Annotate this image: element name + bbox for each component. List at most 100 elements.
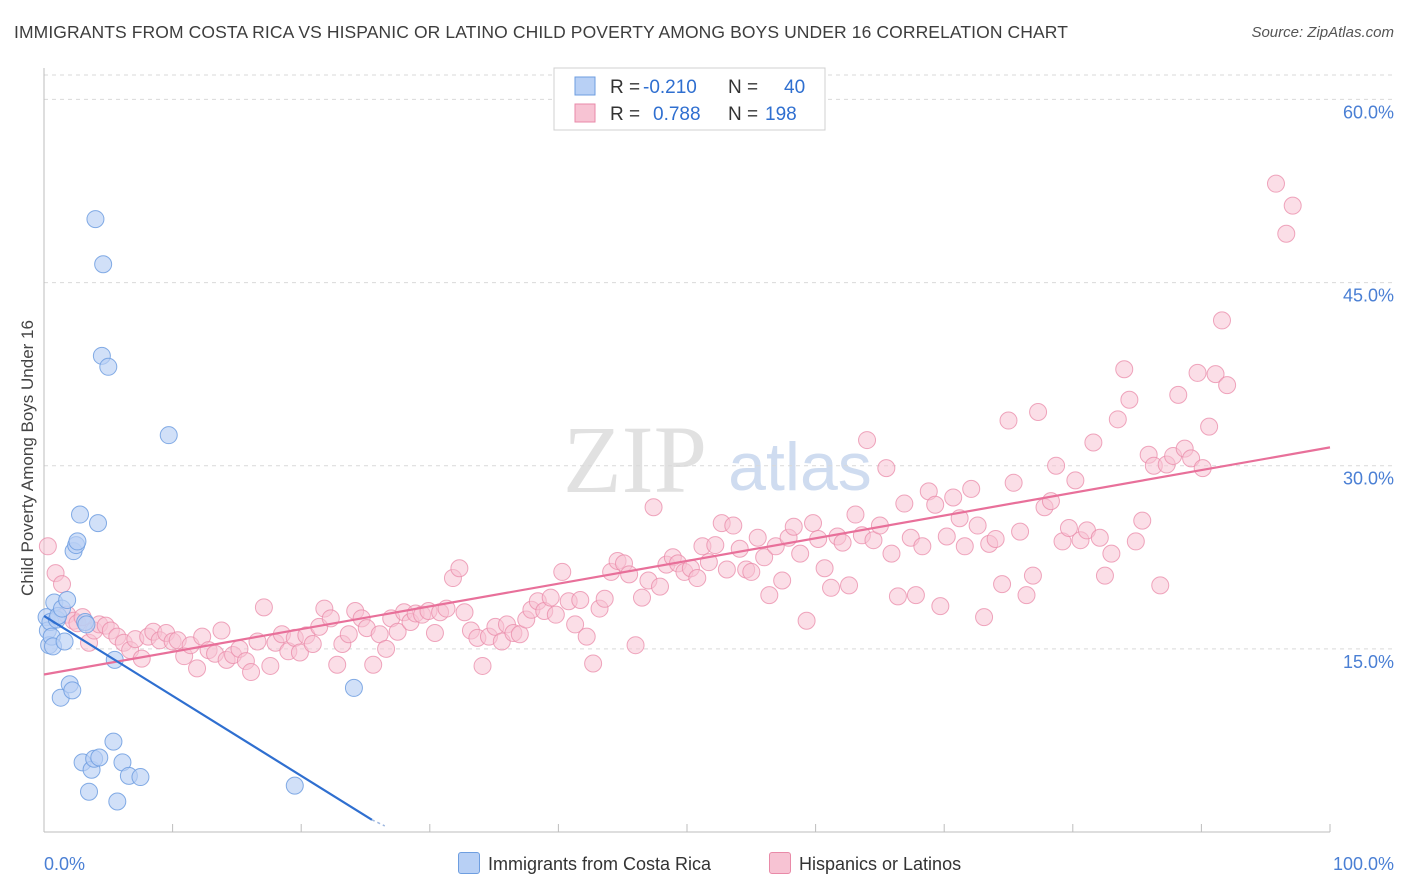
hispanics-point-64 bbox=[425, 623, 444, 642]
series-hispanics-points bbox=[38, 174, 1302, 682]
hispanics-point-174 bbox=[1095, 566, 1114, 585]
hispanics-point-161 bbox=[1017, 586, 1036, 605]
hispanics-point-25 bbox=[188, 659, 207, 678]
hispanics-point-107 bbox=[688, 569, 707, 588]
stats-n-label-blue: N = bbox=[728, 77, 758, 98]
costa-rica-point-38 bbox=[285, 776, 304, 795]
hispanics-point-48 bbox=[328, 655, 347, 674]
hispanics-point-144 bbox=[913, 537, 932, 556]
stats-r-label-pink: R = bbox=[610, 104, 640, 125]
legend-swatch-hispanics bbox=[769, 852, 791, 874]
hispanics-point-151 bbox=[955, 537, 974, 556]
hispanics-point-36 bbox=[254, 598, 273, 617]
costa-rica-point-37 bbox=[159, 426, 178, 445]
hispanics-point-156 bbox=[986, 529, 1005, 548]
hispanics-point-149 bbox=[944, 488, 963, 507]
costa-rica-point-31 bbox=[104, 732, 123, 751]
hispanics-point-131 bbox=[833, 533, 852, 552]
y-tick-label-2: 45.0% bbox=[1343, 286, 1394, 306]
y-axis-label: Child Poverty Among Boys Under 16 bbox=[18, 320, 37, 596]
hispanics-point-114 bbox=[730, 539, 749, 558]
hispanics-point-117 bbox=[748, 528, 767, 547]
hispanics-point-98 bbox=[632, 588, 651, 607]
grid-lines bbox=[44, 74, 1394, 650]
hispanics-point-192 bbox=[1206, 365, 1225, 384]
hispanics-point-148 bbox=[937, 527, 956, 546]
hispanics-point-88 bbox=[571, 591, 590, 610]
hispanics-point-194 bbox=[1218, 376, 1237, 395]
hispanics-point-139 bbox=[882, 544, 901, 563]
hispanics-point-175 bbox=[1102, 544, 1121, 563]
costa-rica-trend-extension bbox=[371, 819, 386, 827]
hispanics-point-113 bbox=[724, 516, 743, 535]
hispanics-point-58 bbox=[388, 622, 407, 641]
hispanics-point-132 bbox=[840, 576, 859, 595]
costa-rica-point-27 bbox=[90, 748, 109, 767]
chart-title: IMMIGRANTS FROM COSTA RICA VS HISPANIC O… bbox=[14, 22, 1069, 42]
watermark-atlas: atlas bbox=[728, 429, 872, 505]
y-tick-labels: 15.0% 30.0% 45.0% 60.0% bbox=[1343, 102, 1394, 671]
hispanics-point-197 bbox=[1283, 196, 1302, 215]
stats-legend-swatch-blue bbox=[574, 76, 596, 96]
hispanics-point-92 bbox=[595, 589, 614, 608]
chart-source: Source: ZipAtlas.com bbox=[1251, 24, 1394, 41]
costa-rica-point-39 bbox=[344, 678, 363, 697]
costa-rica-point-33 bbox=[108, 792, 127, 811]
hispanics-point-172 bbox=[1084, 433, 1103, 452]
hispanics-point-186 bbox=[1169, 385, 1188, 404]
hispanics-point-83 bbox=[541, 588, 560, 607]
costa-rica-point-36 bbox=[131, 768, 150, 787]
hispanics-point-193 bbox=[1212, 311, 1231, 330]
hispanics-point-72 bbox=[473, 656, 492, 675]
hispanics-point-87 bbox=[566, 615, 585, 634]
hispanics-point-90 bbox=[584, 654, 603, 673]
hispanics-point-195 bbox=[1266, 174, 1285, 193]
hispanics-point-135 bbox=[858, 431, 877, 450]
hispanics-point-68 bbox=[450, 559, 469, 578]
hispanics-point-169 bbox=[1066, 471, 1085, 490]
hispanics-point-0 bbox=[38, 537, 57, 556]
hispanics-point-183 bbox=[1151, 576, 1170, 595]
hispanics-point-126 bbox=[804, 514, 823, 533]
costa-rica-point-12 bbox=[58, 591, 77, 610]
hispanics-point-129 bbox=[822, 578, 841, 597]
hispanics-point-97 bbox=[626, 636, 645, 655]
hispanics-point-50 bbox=[339, 625, 358, 644]
hispanics-point-162 bbox=[1023, 566, 1042, 585]
hispanics-point-128 bbox=[815, 559, 834, 578]
hispanics-point-141 bbox=[895, 494, 914, 513]
costa-rica-point-30 bbox=[99, 357, 118, 376]
hispanics-point-176 bbox=[1108, 410, 1127, 429]
hispanics-point-84 bbox=[546, 605, 565, 624]
costa-rica-point-21 bbox=[77, 615, 96, 634]
hispanics-point-100 bbox=[644, 498, 663, 517]
costa-rica-trend-line bbox=[43, 614, 373, 821]
hispanics-point-157 bbox=[993, 575, 1012, 594]
hispanics-point-140 bbox=[888, 587, 907, 606]
legend-label-costa-rica: Immigrants from Costa Rica bbox=[488, 854, 712, 874]
hispanics-point-119 bbox=[760, 586, 779, 605]
costa-rica-point-17 bbox=[68, 532, 87, 551]
hispanics-point-158 bbox=[999, 411, 1018, 430]
costa-rica-point-25 bbox=[86, 210, 105, 229]
hispanics-point-116 bbox=[742, 562, 761, 581]
hispanics-point-96 bbox=[620, 565, 639, 584]
hispanics-point-196 bbox=[1277, 224, 1296, 243]
stats-r-value-pink: 0.788 bbox=[653, 104, 701, 125]
trend-lines bbox=[43, 446, 1331, 827]
hispanics-point-173 bbox=[1090, 528, 1109, 547]
hispanics-point-159 bbox=[1004, 473, 1023, 492]
x-ticks bbox=[43, 824, 1331, 832]
hispanics-point-152 bbox=[962, 479, 981, 498]
hispanics-point-180 bbox=[1133, 511, 1152, 530]
hispanics-point-101 bbox=[650, 577, 669, 596]
hispanics-point-188 bbox=[1182, 449, 1201, 468]
hispanics-point-56 bbox=[377, 639, 396, 658]
stats-legend-box bbox=[553, 67, 826, 131]
costa-rica-point-11 bbox=[55, 632, 74, 651]
hispanics-point-146 bbox=[926, 495, 945, 514]
hispanics-point-85 bbox=[553, 562, 572, 581]
stats-n-value-pink: 198 bbox=[765, 104, 797, 125]
hispanics-point-44 bbox=[303, 634, 322, 653]
hispanics-point-154 bbox=[975, 608, 994, 627]
